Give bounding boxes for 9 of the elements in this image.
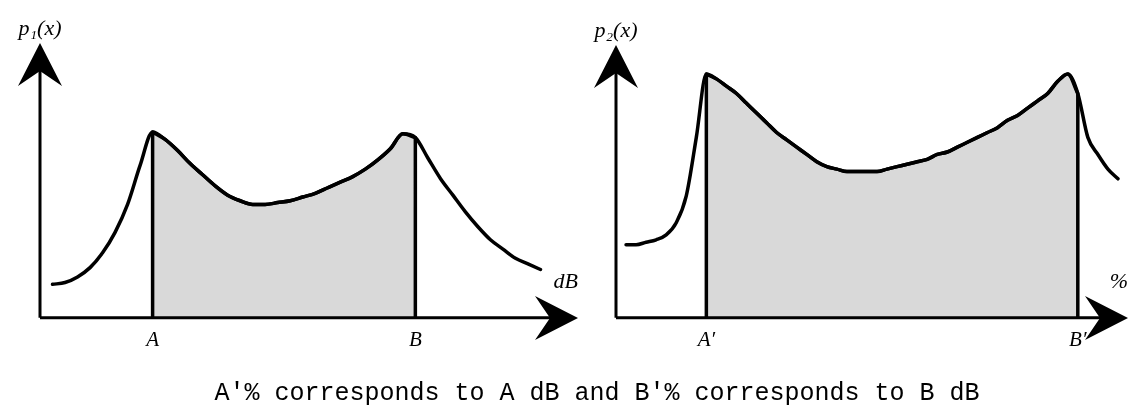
y-axis-title: p₁(x) — [16, 15, 62, 40]
x-tick-label: A — [144, 326, 160, 351]
x-tick-label: B — [408, 326, 422, 351]
text: A′% corresponds to A dB and B′% corresponds to B dB — [213, 379, 981, 408]
x-tick-label: B′ — [1069, 326, 1087, 351]
y-axis-title: p₂(x) — [592, 17, 638, 42]
x-axis-title: dB — [553, 267, 578, 293]
x-tick-label: A′ — [695, 326, 716, 351]
x-axis-title: % — [1109, 267, 1128, 293]
